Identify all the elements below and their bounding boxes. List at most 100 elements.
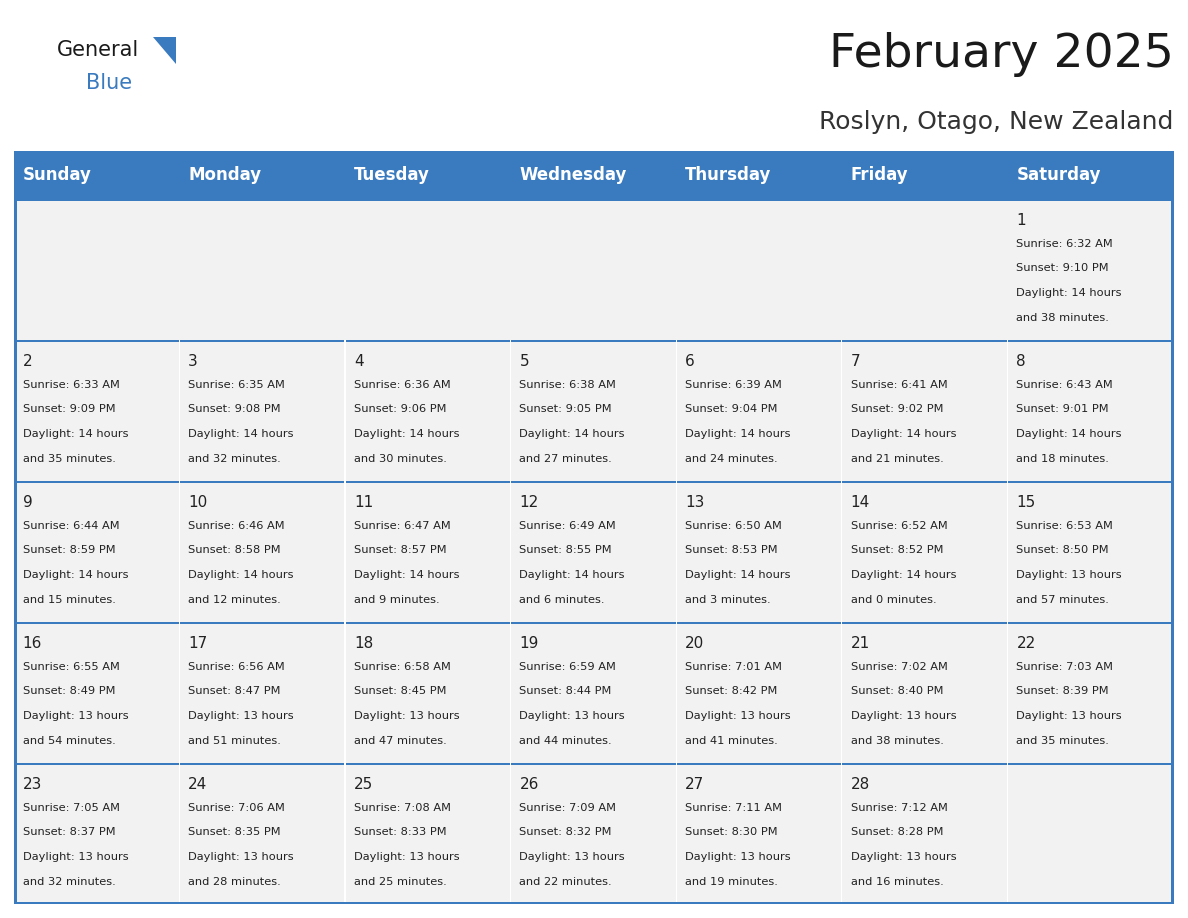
Text: Sunrise: 6:55 AM: Sunrise: 6:55 AM	[23, 662, 120, 672]
Text: Sunset: 9:01 PM: Sunset: 9:01 PM	[1017, 404, 1110, 414]
Text: Sunset: 8:42 PM: Sunset: 8:42 PM	[685, 687, 777, 697]
Text: Sunset: 8:53 PM: Sunset: 8:53 PM	[685, 545, 778, 555]
Text: Daylight: 14 hours: Daylight: 14 hours	[23, 570, 128, 580]
Text: 6: 6	[685, 354, 695, 369]
Text: Sunrise: 6:38 AM: Sunrise: 6:38 AM	[519, 380, 617, 390]
Text: Sunrise: 6:43 AM: Sunrise: 6:43 AM	[1017, 380, 1113, 390]
Text: and 18 minutes.: and 18 minutes.	[1017, 453, 1110, 464]
Text: 26: 26	[519, 778, 539, 792]
Text: Sunrise: 6:44 AM: Sunrise: 6:44 AM	[23, 521, 119, 531]
Text: and 32 minutes.: and 32 minutes.	[188, 453, 280, 464]
Text: and 15 minutes.: and 15 minutes.	[23, 595, 115, 605]
Text: Daylight: 13 hours: Daylight: 13 hours	[519, 711, 625, 721]
Text: and 44 minutes.: and 44 minutes.	[519, 735, 612, 745]
Text: 21: 21	[851, 636, 870, 651]
Text: Sunrise: 6:33 AM: Sunrise: 6:33 AM	[23, 380, 120, 390]
Text: Thursday: Thursday	[685, 166, 771, 185]
Text: Daylight: 13 hours: Daylight: 13 hours	[851, 852, 956, 862]
Text: Sunrise: 7:11 AM: Sunrise: 7:11 AM	[685, 802, 782, 812]
Text: Sunrise: 6:59 AM: Sunrise: 6:59 AM	[519, 662, 617, 672]
Text: Sunset: 8:37 PM: Sunset: 8:37 PM	[23, 827, 115, 837]
Text: Sunset: 8:57 PM: Sunset: 8:57 PM	[354, 545, 447, 555]
Text: 3: 3	[188, 354, 198, 369]
Text: Sunset: 8:33 PM: Sunset: 8:33 PM	[354, 827, 447, 837]
Text: Sunset: 9:10 PM: Sunset: 9:10 PM	[1017, 263, 1110, 274]
Text: Sunset: 9:09 PM: Sunset: 9:09 PM	[23, 404, 115, 414]
Text: and 35 minutes.: and 35 minutes.	[1017, 735, 1110, 745]
Text: and 24 minutes.: and 24 minutes.	[685, 453, 778, 464]
Text: Saturday: Saturday	[1017, 166, 1101, 185]
Text: Sunset: 8:52 PM: Sunset: 8:52 PM	[851, 545, 943, 555]
Text: 1: 1	[1017, 213, 1026, 229]
Text: Daylight: 14 hours: Daylight: 14 hours	[685, 570, 790, 580]
Text: Daylight: 14 hours: Daylight: 14 hours	[851, 570, 956, 580]
Text: Sunset: 8:47 PM: Sunset: 8:47 PM	[188, 687, 280, 697]
Text: Sunset: 9:04 PM: Sunset: 9:04 PM	[685, 404, 778, 414]
Text: Sunrise: 7:08 AM: Sunrise: 7:08 AM	[354, 802, 450, 812]
Text: 24: 24	[188, 778, 208, 792]
Text: Sunrise: 6:41 AM: Sunrise: 6:41 AM	[851, 380, 948, 390]
Text: Sunset: 8:44 PM: Sunset: 8:44 PM	[519, 687, 612, 697]
Text: Daylight: 13 hours: Daylight: 13 hours	[685, 711, 791, 721]
Text: 18: 18	[354, 636, 373, 651]
Text: 27: 27	[685, 778, 704, 792]
Text: Daylight: 14 hours: Daylight: 14 hours	[188, 429, 293, 439]
Text: Daylight: 13 hours: Daylight: 13 hours	[685, 852, 791, 862]
Text: Daylight: 13 hours: Daylight: 13 hours	[354, 852, 460, 862]
Text: Sunset: 8:39 PM: Sunset: 8:39 PM	[1017, 687, 1110, 697]
Text: Sunrise: 6:50 AM: Sunrise: 6:50 AM	[685, 521, 782, 531]
Text: 2: 2	[23, 354, 32, 369]
Text: Daylight: 13 hours: Daylight: 13 hours	[23, 852, 128, 862]
Text: 17: 17	[188, 636, 208, 651]
Text: Daylight: 14 hours: Daylight: 14 hours	[354, 429, 460, 439]
Text: 13: 13	[685, 496, 704, 510]
Text: and 27 minutes.: and 27 minutes.	[519, 453, 612, 464]
Text: Sunrise: 7:12 AM: Sunrise: 7:12 AM	[851, 802, 948, 812]
Text: 22: 22	[1017, 636, 1036, 651]
Text: Sunrise: 7:05 AM: Sunrise: 7:05 AM	[23, 802, 120, 812]
Text: Daylight: 13 hours: Daylight: 13 hours	[188, 711, 293, 721]
Text: 5: 5	[519, 354, 529, 369]
Text: and 0 minutes.: and 0 minutes.	[851, 595, 936, 605]
Text: Sunrise: 6:35 AM: Sunrise: 6:35 AM	[188, 380, 285, 390]
Text: Daylight: 14 hours: Daylight: 14 hours	[1017, 288, 1121, 298]
Text: and 38 minutes.: and 38 minutes.	[851, 735, 943, 745]
Text: Sunrise: 7:03 AM: Sunrise: 7:03 AM	[1017, 662, 1113, 672]
Text: Sunrise: 6:32 AM: Sunrise: 6:32 AM	[1017, 239, 1113, 249]
Text: and 30 minutes.: and 30 minutes.	[354, 453, 447, 464]
Text: Daylight: 13 hours: Daylight: 13 hours	[1017, 711, 1121, 721]
Text: Daylight: 14 hours: Daylight: 14 hours	[23, 429, 128, 439]
Text: 7: 7	[851, 354, 860, 369]
Text: and 19 minutes.: and 19 minutes.	[685, 877, 778, 887]
Text: 28: 28	[851, 778, 870, 792]
Text: Daylight: 13 hours: Daylight: 13 hours	[188, 852, 293, 862]
Text: Daylight: 13 hours: Daylight: 13 hours	[1017, 570, 1121, 580]
Text: Tuesday: Tuesday	[354, 166, 430, 185]
Text: and 54 minutes.: and 54 minutes.	[23, 735, 115, 745]
Text: Daylight: 14 hours: Daylight: 14 hours	[354, 570, 460, 580]
Text: Sunset: 8:50 PM: Sunset: 8:50 PM	[1017, 545, 1110, 555]
Text: Sunset: 9:08 PM: Sunset: 9:08 PM	[188, 404, 280, 414]
Text: Sunrise: 7:02 AM: Sunrise: 7:02 AM	[851, 662, 948, 672]
Text: Daylight: 13 hours: Daylight: 13 hours	[354, 711, 460, 721]
Text: Sunset: 8:35 PM: Sunset: 8:35 PM	[188, 827, 280, 837]
Text: General: General	[57, 40, 139, 61]
Text: Sunrise: 6:36 AM: Sunrise: 6:36 AM	[354, 380, 450, 390]
Text: February 2025: February 2025	[829, 32, 1174, 77]
Text: Sunset: 8:55 PM: Sunset: 8:55 PM	[519, 545, 612, 555]
Text: 14: 14	[851, 496, 870, 510]
Text: and 25 minutes.: and 25 minutes.	[354, 877, 447, 887]
Text: and 32 minutes.: and 32 minutes.	[23, 877, 115, 887]
Text: Sunrise: 6:47 AM: Sunrise: 6:47 AM	[354, 521, 450, 531]
Text: Monday: Monday	[188, 166, 261, 185]
Text: Sunset: 9:06 PM: Sunset: 9:06 PM	[354, 404, 447, 414]
Text: Sunset: 8:45 PM: Sunset: 8:45 PM	[354, 687, 447, 697]
Text: 19: 19	[519, 636, 539, 651]
Text: 20: 20	[685, 636, 704, 651]
Text: Sunset: 9:02 PM: Sunset: 9:02 PM	[851, 404, 943, 414]
Text: Sunrise: 6:46 AM: Sunrise: 6:46 AM	[188, 521, 285, 531]
Text: Sunrise: 6:58 AM: Sunrise: 6:58 AM	[354, 662, 450, 672]
Text: Daylight: 13 hours: Daylight: 13 hours	[23, 711, 128, 721]
Text: Daylight: 14 hours: Daylight: 14 hours	[851, 429, 956, 439]
Text: Daylight: 13 hours: Daylight: 13 hours	[851, 711, 956, 721]
